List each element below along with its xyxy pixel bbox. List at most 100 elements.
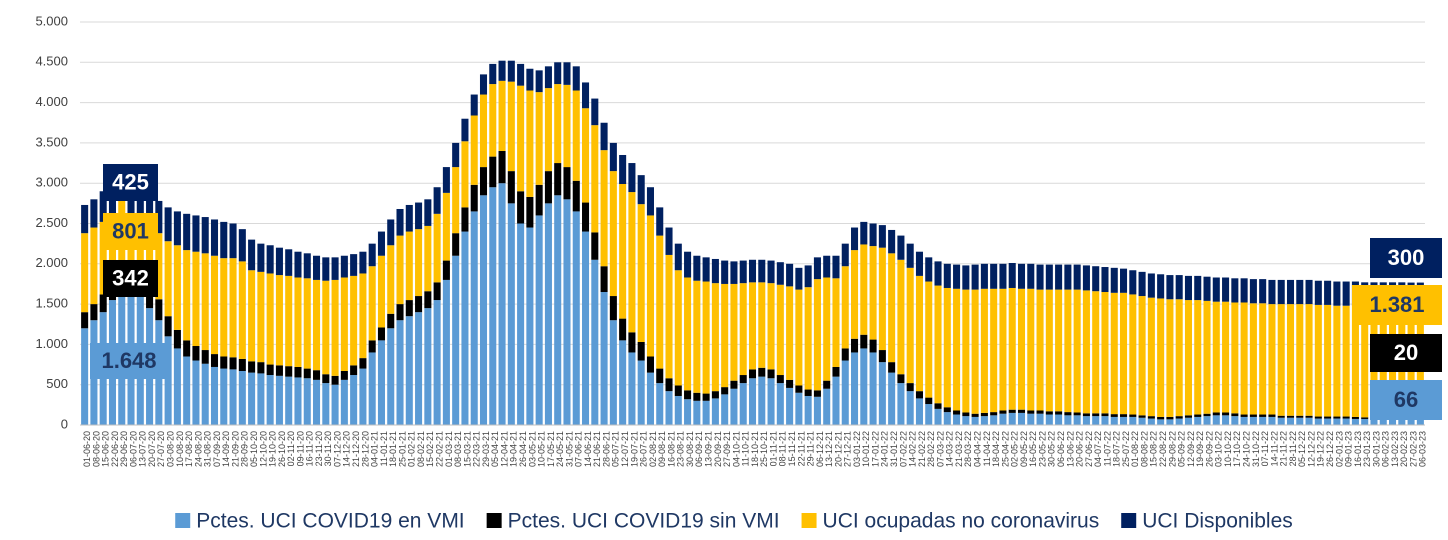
bar-segment <box>776 375 784 384</box>
bar-segment <box>322 374 330 384</box>
bar-segment <box>582 202 590 232</box>
bar-segment <box>1351 416 1359 419</box>
bar-segment <box>888 362 896 373</box>
bar-segment <box>554 84 562 164</box>
bar-segment <box>943 287 951 408</box>
x-tick-label: 31-01-22 <box>889 431 899 467</box>
x-tick-label: 17-05-21 <box>546 431 556 467</box>
bar-segment <box>563 84 571 168</box>
y-tick-label: 2.000 <box>35 255 68 270</box>
x-tick-label: 26-04-21 <box>518 431 528 467</box>
bar-segment <box>452 255 460 425</box>
data-label: 66 <box>1394 387 1418 412</box>
x-tick-label: 31-10-22 <box>1251 431 1261 467</box>
bar-segment <box>1268 414 1276 417</box>
bar-segment <box>1212 415 1220 425</box>
bar-segment <box>721 387 729 395</box>
bar-segment <box>869 223 877 247</box>
x-tick-label: 18-10-21 <box>750 431 760 467</box>
bar-segment <box>1194 300 1202 415</box>
bar-segment <box>470 115 478 185</box>
bar-segment <box>331 279 339 376</box>
bar-segment <box>1157 298 1165 417</box>
x-tick-label: 07-11-22 <box>1260 431 1270 466</box>
bar-segment <box>99 294 107 313</box>
bar-segment <box>609 142 617 172</box>
bar-segment <box>1175 418 1183 425</box>
bar-segment <box>461 231 469 425</box>
x-tick-label: 31-08-20 <box>203 431 213 467</box>
bar-segment <box>888 372 896 425</box>
x-tick-label: 30-01-23 <box>1371 431 1381 467</box>
bar-segment <box>489 63 497 85</box>
bar-segment <box>517 63 525 86</box>
bar-segment <box>1212 277 1220 302</box>
bar-segment <box>841 243 849 267</box>
bar-segment <box>730 283 738 381</box>
x-tick-label: 02-08-21 <box>648 431 658 467</box>
bar-segment <box>535 215 543 425</box>
bar-segment <box>479 94 488 168</box>
bar-segment <box>693 255 701 281</box>
bar-segment <box>368 243 376 267</box>
bar-segment <box>600 122 608 151</box>
bar-segment <box>1175 275 1183 300</box>
bar-segment <box>1110 414 1118 417</box>
x-tick-label: 01-06-20 <box>82 431 92 467</box>
bar-segment <box>1110 267 1118 293</box>
x-tick-label: 24-05-21 <box>555 431 565 467</box>
bar-segment <box>591 98 599 126</box>
bar-segment <box>897 259 905 375</box>
bar-segment <box>860 334 868 349</box>
bar-segment <box>368 352 376 425</box>
x-tick-label: 08-11-21 <box>778 431 788 466</box>
bar-segment <box>1277 304 1285 416</box>
bar-segment <box>461 141 469 208</box>
x-tick-label: 03-10-22 <box>1214 431 1224 467</box>
bar-segment <box>1082 413 1090 417</box>
bar-segment <box>535 92 543 185</box>
bar-segment <box>1240 302 1248 415</box>
bar-segment <box>1120 292 1128 415</box>
x-tick-label: 19-09-22 <box>1195 431 1205 467</box>
bar-segment <box>665 391 673 425</box>
data-label-box <box>1370 334 1442 372</box>
bar-segment <box>1092 416 1100 425</box>
bar-segment <box>795 267 803 290</box>
bar-segment <box>183 213 191 251</box>
bar-segment <box>1073 415 1081 425</box>
bar-segment <box>804 287 812 390</box>
bar-segment <box>1333 281 1341 306</box>
bar-segment <box>442 192 450 261</box>
bar-segment <box>832 376 840 425</box>
bar-segment <box>1008 287 1016 410</box>
bar-segment <box>730 261 738 284</box>
bar-segment <box>257 243 265 272</box>
x-tick-label: 25-10-21 <box>759 431 769 467</box>
bar-segment <box>1203 413 1211 417</box>
bar-segment <box>1416 419 1424 425</box>
bar-segment <box>350 375 358 425</box>
bar-segment <box>711 398 719 425</box>
x-tick-label: 21-12-20 <box>351 431 361 467</box>
x-tick-label: 16-01-23 <box>1353 431 1363 467</box>
bar-segment <box>674 385 682 396</box>
bar-segment <box>656 368 664 384</box>
x-tick-label: 12-07-21 <box>620 431 630 467</box>
bar-segment <box>1175 299 1183 417</box>
bar-segment <box>980 288 988 413</box>
bar-segment <box>1064 412 1072 416</box>
bar-segment <box>1092 413 1100 417</box>
bar-segment <box>693 400 701 425</box>
bar-segment <box>377 255 385 328</box>
x-tick-label: 22-08-22 <box>1158 431 1168 467</box>
bar-segment <box>303 378 311 425</box>
bar-segment <box>1398 419 1406 425</box>
bar-segment <box>1120 268 1128 293</box>
bar-segment <box>684 390 692 400</box>
bar-segment <box>637 341 645 361</box>
bar-segment <box>925 404 933 425</box>
bar-segment <box>684 251 692 278</box>
bar-segment <box>1082 265 1090 291</box>
bar-segment <box>1055 411 1063 415</box>
